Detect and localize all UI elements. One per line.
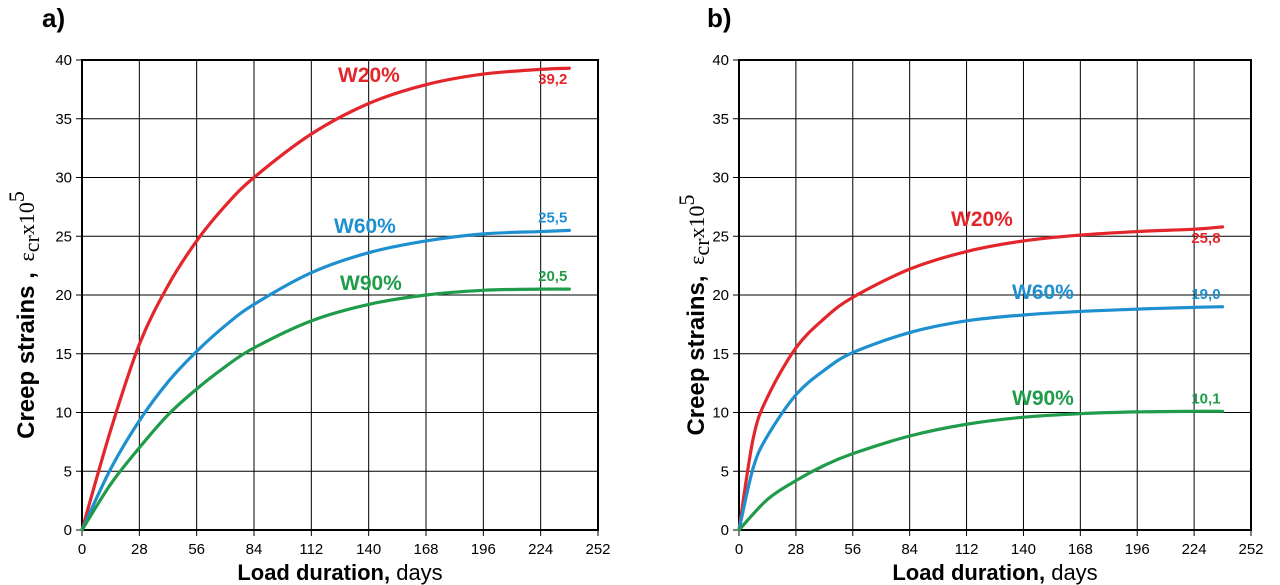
x-axis-label: Load duration, days [892,560,1097,585]
x-tick-label: 56 [844,541,861,558]
x-tick-label: 28 [131,541,148,558]
y-tick-label: 5 [721,463,729,480]
y-axis-label-main: Creep strains , [13,265,40,438]
end-value-label-w90: 20,5 [538,268,567,285]
x-axis-label-main: Load duration, [237,560,396,585]
series-label-w90: W90% [340,272,402,295]
y-tick-label: 35 [55,111,72,128]
y-axis-label-exponent: 5 [4,191,29,202]
y-tick-label: 20 [55,287,72,304]
x-tick-label: 140 [356,541,381,558]
panel-label: a) [42,3,65,33]
x-tick-label: 0 [78,541,86,558]
x-tick-label: 112 [955,541,979,558]
series-line-w90 [737,409,1225,532]
y-axis-label-subscript: cr [19,234,44,252]
series-label-w60: W60% [1012,281,1074,304]
y-tick-label: 40 [712,52,729,69]
series-line-w60 [80,228,571,532]
x-tick-label: 252 [585,541,610,558]
y-axis-label-symbol: ε [684,256,709,265]
x-axis-label: Load duration, days [237,560,442,585]
end-value-label-w20: 39,2 [538,71,567,88]
plot-frame [81,59,599,531]
y-axis-label: Creep strains, εcrx105 [674,194,714,435]
chart-panel-b: b) 0 28 56 84 112 140 168 196 224 252 0 5 10 15 20 25 30 3… [674,3,1264,585]
x-axis-label-unit: days [1051,560,1097,585]
x-tick-label: 168 [1068,541,1093,558]
series-label-w60: W60% [334,215,396,238]
end-value-label-w20: 25,8 [1191,230,1220,247]
y-axis-label-exponent: 5 [674,194,699,205]
y-tick-label: 15 [712,346,729,363]
y-axis-label-multiplier: x10 [684,205,709,238]
x-tick-label: 252 [1238,541,1263,558]
series-label-w90: W90% [1012,387,1074,410]
y-tick-label: 20 [712,287,729,304]
end-value-label-w60: 25,5 [538,209,567,226]
x-axis-label-main: Load duration, [892,560,1051,585]
y-tick-label: 5 [64,463,72,480]
y-tick-label: 30 [712,170,729,187]
x-tick-label: 56 [188,541,205,558]
series-line-w20 [737,225,1225,532]
y-tick-label: 10 [55,405,72,422]
y-axis-label-subscript: cr [689,238,714,256]
y-axis-label-multiplier: x10 [14,202,39,235]
x-tick-label: 28 [788,541,805,558]
x-axis-label-unit: days [396,560,442,585]
series-line-w20 [80,66,571,532]
x-tick-label: 84 [901,541,918,558]
y-tick-label: 0 [721,522,729,539]
x-tick-label: 140 [1011,541,1036,558]
y-tick-label: 10 [712,405,729,422]
x-tick-label: 224 [1182,541,1207,558]
y-tick-label: 15 [55,346,72,363]
x-tick-label: 112 [299,541,323,558]
panel-label: b) [707,3,732,33]
end-value-label-w60: 19,0 [1191,286,1220,303]
y-tick-label: 30 [55,170,72,187]
x-tick-label: 196 [471,541,496,558]
series-line-w60 [737,305,1225,532]
y-tick-label: 25 [55,228,72,245]
y-axis-label: Creep strains , εcrx105 [4,191,44,439]
y-axis-label-main: Creep strains, [683,269,710,436]
plot-frame [738,59,1252,531]
y-tick-label: 25 [712,228,729,245]
y-axis-label-symbol: ε [14,252,39,261]
x-tick-label: 196 [1125,541,1150,558]
y-tick-label: 0 [64,522,72,539]
x-tick-label: 168 [413,541,438,558]
end-value-label-w90: 10,1 [1191,390,1220,407]
series-line-w90 [80,287,571,532]
x-tick-label: 224 [528,541,553,558]
y-tick-label: 35 [712,111,729,128]
chart-panel-a: a) 0 28 56 84 112 140 168 196 224 252 0 5 10 15 20 25 30 3… [4,3,611,585]
y-tick-label: 40 [55,52,72,69]
series-label-w20: W20% [951,208,1013,231]
x-tick-label: 84 [246,541,263,558]
series-label-w20: W20% [338,64,400,87]
x-tick-label: 0 [735,541,743,558]
